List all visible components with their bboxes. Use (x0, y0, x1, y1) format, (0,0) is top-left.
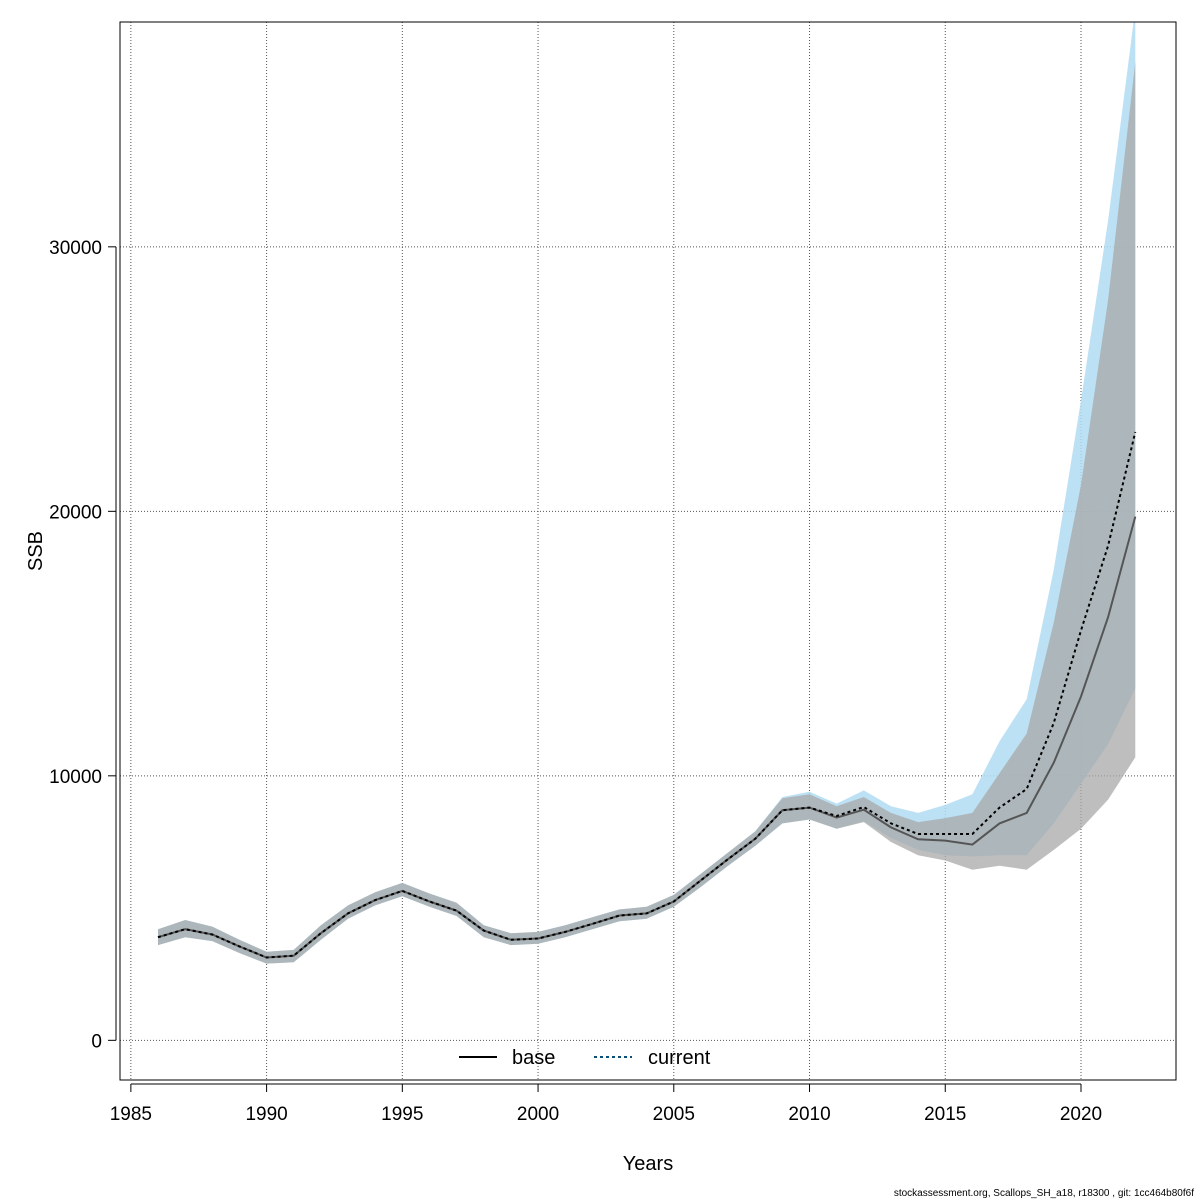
y-axis: 0 10000 20000 30000 (49, 238, 117, 1052)
x-axis-title: Years (623, 1153, 673, 1175)
y-tick-label-10000: 10000 (49, 767, 102, 788)
y-tick-label-30000: 30000 (49, 238, 102, 259)
legend: base current (459, 1047, 711, 1069)
band-base (158, 61, 1136, 964)
series-lines (157, 431, 1137, 959)
line-current (157, 431, 1137, 959)
plot-frame (119, 21, 1177, 1081)
x-tick-label-2010: 2010 (788, 1104, 830, 1125)
legend-label-current: current (648, 1047, 711, 1069)
x-tick-label-2020: 2020 (1060, 1104, 1102, 1125)
x-tick-label-1985: 1985 (110, 1104, 152, 1125)
grid (120, 22, 1176, 1080)
x-tick-label-1995: 1995 (381, 1104, 423, 1125)
x-tick-label-2005: 2005 (653, 1104, 695, 1125)
confidence-bands (158, 22, 1136, 964)
y-tick-label-0: 0 (91, 1031, 102, 1052)
x-axis: 1985 1990 1995 2000 2005 2010 2015 2020 (110, 1083, 1102, 1125)
x-tick-label-1990: 1990 (245, 1104, 287, 1125)
line-base (157, 516, 1137, 959)
legend-label-base: base (512, 1047, 555, 1069)
x-tick-label-2015: 2015 (924, 1104, 966, 1125)
y-tick-label-20000: 20000 (49, 502, 102, 523)
y-axis-title: SSB (25, 531, 47, 571)
footer-caption: stockassessment.org, Scallops_SH_a18, r1… (894, 1188, 1194, 1199)
x-tick-label-2000: 2000 (517, 1104, 559, 1125)
